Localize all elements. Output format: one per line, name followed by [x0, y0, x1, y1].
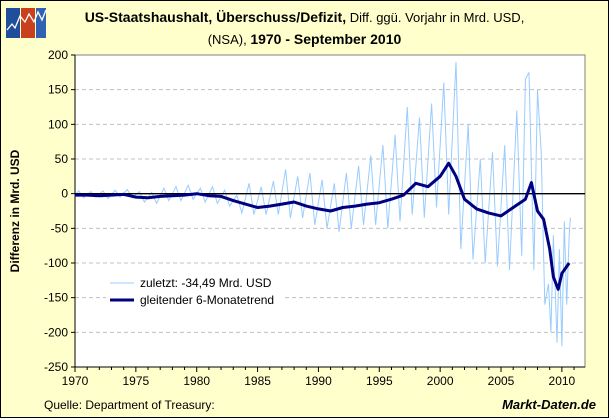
- y-tick-label: 150: [48, 83, 68, 97]
- y-tick-label: 200: [48, 48, 68, 62]
- logo-panel-3: [36, 8, 46, 38]
- subtitle-bold: 1970 - September 2010: [250, 31, 402, 47]
- subtitle-plain: (NSA),: [207, 32, 251, 47]
- legend-label-trend: gleitender 6-Monatetrend: [140, 293, 274, 307]
- y-tick-label: -200: [44, 325, 68, 339]
- legend: [106, 272, 282, 306]
- y-tick-label: -150: [44, 291, 68, 305]
- chart-subtitle: (NSA), 1970 - September 2010: [0, 31, 609, 47]
- title-bold: US-Staatshaushalt, Überschuss/Defizit,: [84, 9, 347, 25]
- x-tick-label: 2010: [549, 374, 576, 388]
- y-tick-label: 0: [61, 187, 68, 201]
- source-note: Quelle: Department of Treasury:: [44, 398, 215, 412]
- y-axis-label: Differenz in Mrd. USD: [8, 149, 22, 272]
- x-tick-label: 1970: [62, 374, 89, 388]
- series-line-trend: [75, 161, 571, 291]
- logo-line: [6, 9, 47, 31]
- chart-title: US-Staatshaushalt, Überschuss/Defizit, D…: [0, 9, 609, 25]
- y-tick-label: 100: [48, 117, 68, 131]
- y-tick-label: -250: [44, 360, 68, 374]
- brand-label: Markt-Daten.de: [502, 397, 596, 412]
- x-tick-label: 2005: [488, 374, 515, 388]
- legend-label-monthly: zuletzt: -34,49 Mrd. USD: [140, 276, 272, 290]
- x-tick-label: 1975: [123, 374, 150, 388]
- logo-panel-1: [6, 8, 20, 38]
- y-tick-label: 50: [55, 152, 69, 166]
- y-tick-label: -50: [51, 221, 69, 235]
- x-tick-label: 2000: [427, 374, 454, 388]
- x-tick-label: 1980: [183, 374, 210, 388]
- title-rest: Diff. ggü. Vorjahr in Mrd. USD,: [346, 10, 525, 25]
- x-tick-label: 1995: [366, 374, 393, 388]
- logo-panel-2: [21, 8, 35, 38]
- y-tick-label: -100: [44, 256, 68, 270]
- x-tick-label: 1990: [305, 374, 332, 388]
- x-tick-label: 1985: [244, 374, 271, 388]
- series-line-monthly: [74, 61, 571, 347]
